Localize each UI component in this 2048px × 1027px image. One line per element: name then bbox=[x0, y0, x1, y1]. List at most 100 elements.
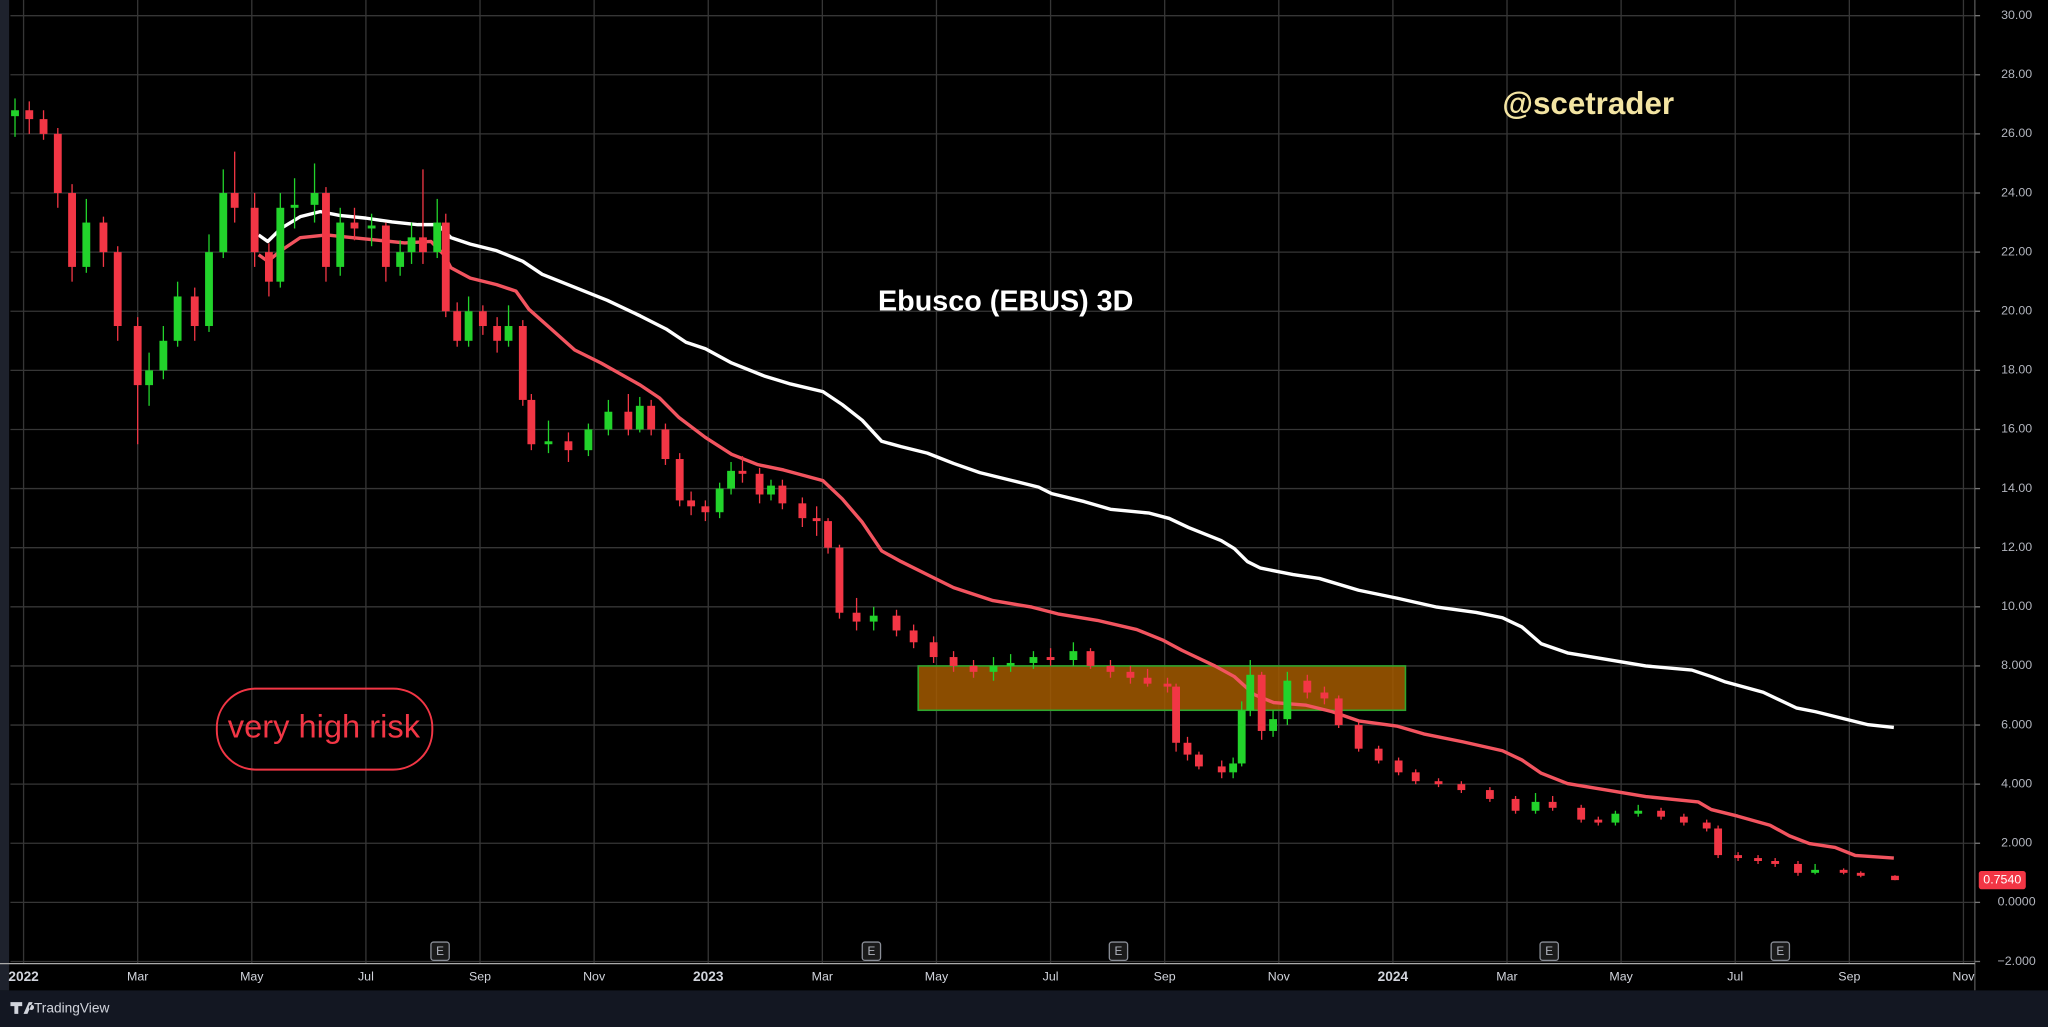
candle-body bbox=[11, 110, 19, 117]
x-tick-label: 2024 bbox=[1378, 969, 1409, 984]
candle-body bbox=[1217, 766, 1226, 773]
earnings-marker bbox=[1770, 941, 1791, 962]
candle-body bbox=[687, 500, 696, 507]
candle-body bbox=[1246, 674, 1255, 711]
candle-body bbox=[478, 311, 487, 327]
candle-body bbox=[1457, 784, 1466, 791]
candle-body bbox=[527, 399, 536, 445]
moving-average bbox=[257, 233, 1894, 860]
candle-body bbox=[381, 225, 390, 267]
earnings-marker bbox=[1108, 941, 1129, 962]
candle-body bbox=[1702, 822, 1711, 829]
candle-body bbox=[1634, 810, 1643, 814]
candle-body bbox=[1434, 781, 1443, 785]
candle-body bbox=[39, 119, 48, 134]
candle-body bbox=[755, 473, 764, 495]
candle-body bbox=[504, 326, 513, 341]
candle-body bbox=[205, 252, 213, 327]
candle-body bbox=[647, 405, 656, 430]
y-tick-label: 24.00 bbox=[2001, 185, 2032, 199]
candle-body bbox=[824, 521, 832, 548]
y-tick-label: 6.000 bbox=[2001, 717, 2032, 731]
candle-body bbox=[453, 311, 462, 341]
candle-body bbox=[1754, 858, 1762, 862]
brand-name: TradingView bbox=[34, 1000, 109, 1015]
candle-body bbox=[738, 470, 747, 474]
candle-body bbox=[145, 370, 154, 386]
y-tick-label: 22.00 bbox=[2001, 244, 2032, 258]
x-tick-label: Sep bbox=[1838, 970, 1860, 984]
candle-body bbox=[1126, 671, 1135, 678]
candle-body bbox=[1611, 813, 1620, 823]
y-tick-label: 2.000 bbox=[2001, 836, 2032, 850]
overlay-layer bbox=[257, 209, 1895, 860]
candle-body bbox=[1172, 686, 1181, 743]
x-tick-label: Mar bbox=[812, 970, 833, 984]
earnings-label: E bbox=[1115, 945, 1123, 958]
candle-body bbox=[250, 207, 259, 253]
candle-body bbox=[949, 657, 958, 666]
y-tick-label: 4.000 bbox=[2001, 776, 2032, 790]
left-border bbox=[0, 0, 10, 991]
earnings-marker bbox=[1539, 941, 1560, 962]
candle-body bbox=[419, 237, 427, 253]
risk-box bbox=[215, 687, 434, 771]
candle-body bbox=[99, 222, 108, 253]
candle-body bbox=[1811, 869, 1820, 873]
candle-body bbox=[1303, 680, 1312, 693]
x-tick-label: Sep bbox=[469, 970, 491, 984]
candle-body bbox=[1183, 742, 1192, 755]
candle-body bbox=[1106, 665, 1115, 672]
candle-body bbox=[113, 252, 122, 327]
candle-body bbox=[310, 193, 319, 205]
earnings-marker bbox=[861, 941, 882, 962]
candle-body bbox=[727, 470, 735, 489]
moving-average bbox=[257, 209, 1895, 730]
candle-body bbox=[82, 222, 91, 267]
x-tick-label: Mar bbox=[1496, 970, 1517, 984]
x-tick-label: Nov bbox=[1952, 970, 1975, 984]
candle-body bbox=[1354, 725, 1363, 749]
candle-body bbox=[852, 612, 861, 622]
candle-body bbox=[929, 642, 938, 658]
candle-body bbox=[661, 429, 670, 460]
candle-body bbox=[1714, 828, 1723, 856]
candle-body bbox=[1283, 680, 1292, 720]
x-tick-label: Nov bbox=[1268, 970, 1291, 984]
candle-body bbox=[1771, 861, 1780, 864]
x-tick-label: Jul bbox=[1043, 970, 1059, 984]
footer-bar bbox=[0, 990, 2048, 1027]
candle-body bbox=[1734, 855, 1742, 859]
candle-body bbox=[396, 252, 405, 267]
y-tick-label: −2.000 bbox=[1998, 954, 2036, 968]
candle-body bbox=[1257, 674, 1266, 731]
candle-body bbox=[264, 252, 273, 282]
candle-body bbox=[812, 518, 821, 522]
candle-body bbox=[1006, 662, 1015, 666]
candle-body bbox=[159, 340, 168, 371]
candle-body bbox=[778, 485, 787, 504]
candle-body bbox=[350, 222, 359, 229]
candle-body bbox=[1374, 748, 1383, 761]
candle-body bbox=[1411, 772, 1420, 782]
candle-body bbox=[1856, 872, 1865, 876]
candle-body bbox=[53, 133, 62, 194]
candle-body bbox=[1485, 790, 1494, 799]
earnings-label: E bbox=[1776, 945, 1784, 958]
last-price-label: 0.7540 bbox=[1983, 872, 2021, 886]
candle-body bbox=[1891, 875, 1899, 881]
candle-body bbox=[892, 615, 901, 631]
earnings-label: E bbox=[1545, 945, 1553, 958]
y-tick-label: 18.00 bbox=[2001, 363, 2032, 377]
candle-body bbox=[869, 615, 878, 622]
candle-body bbox=[190, 296, 199, 327]
y-tick-label: 10.00 bbox=[2001, 599, 2032, 613]
candle-body bbox=[230, 193, 239, 208]
x-tick-label: Jul bbox=[358, 970, 374, 984]
candle-body bbox=[322, 193, 330, 267]
earnings-marker bbox=[430, 941, 450, 962]
candle-body bbox=[1229, 763, 1238, 773]
candle-body bbox=[1163, 683, 1172, 687]
